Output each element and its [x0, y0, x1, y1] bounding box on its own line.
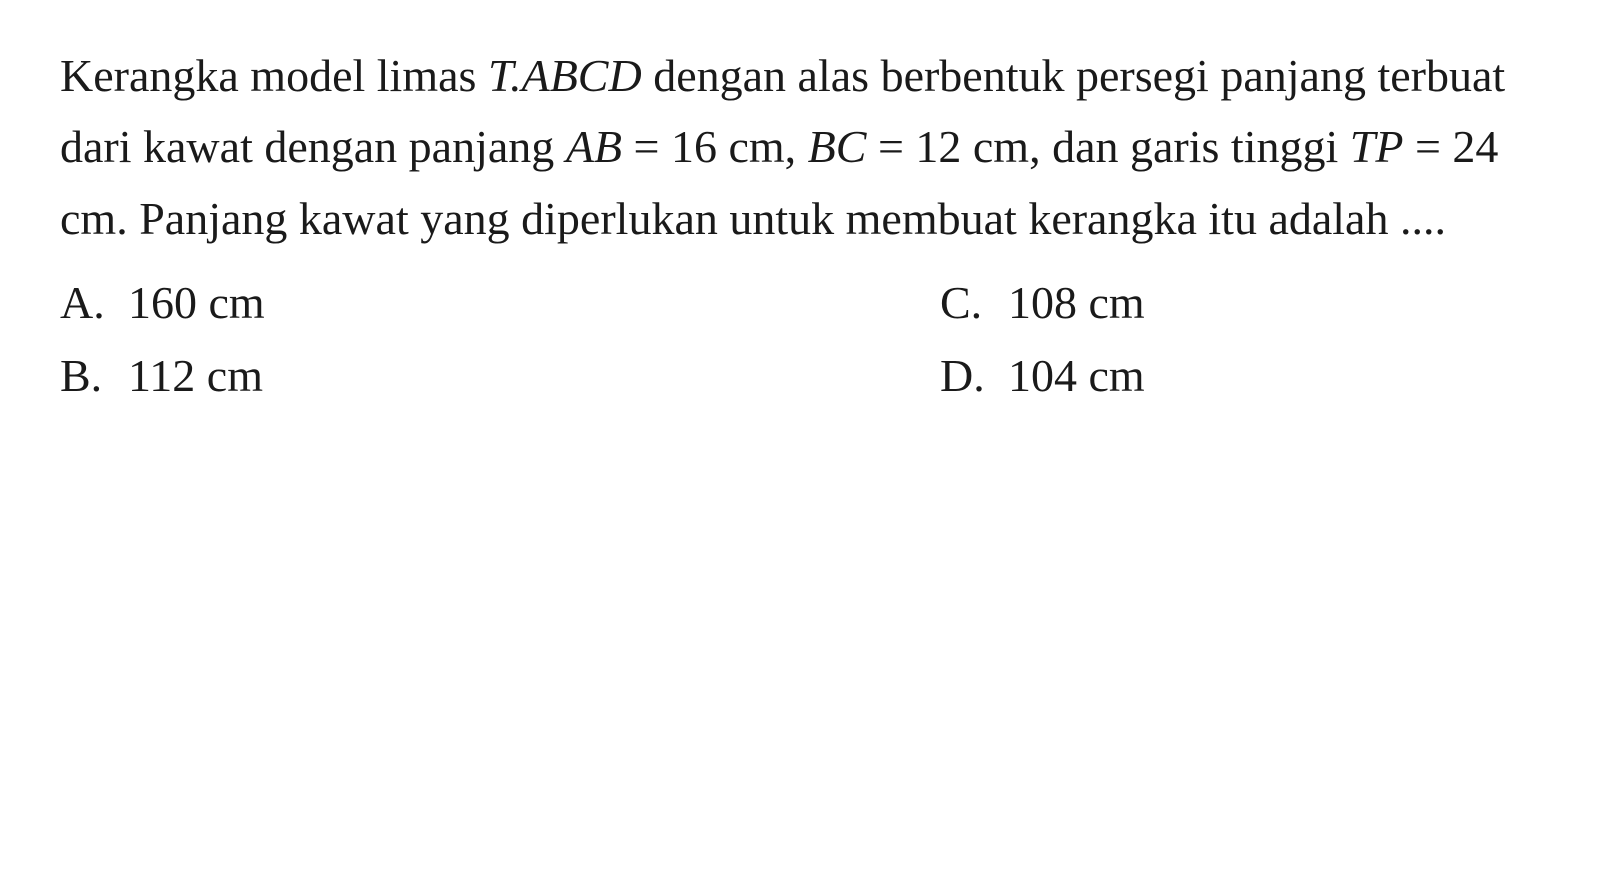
question-math-tabcd: T.ABCD: [488, 50, 642, 101]
question-text: Kerangka model limas T.ABCD dengan alas …: [60, 40, 1540, 254]
option-c-letter: C.: [940, 266, 990, 340]
option-d: D. 104 cm: [940, 339, 1540, 413]
option-b-text: 112 cm: [128, 339, 263, 413]
question-math-ab: AB: [566, 121, 622, 172]
option-c-text: 108 cm: [1008, 266, 1145, 340]
question-math-bc: BC: [808, 121, 867, 172]
option-a: A. 160 cm: [60, 266, 660, 340]
option-d-letter: D.: [940, 339, 990, 413]
option-b-letter: B.: [60, 339, 110, 413]
option-a-letter: A.: [60, 266, 110, 340]
option-c: C. 108 cm: [940, 266, 1540, 340]
question-math-tp: TP: [1350, 121, 1404, 172]
question-part-5: = 16 cm,: [622, 121, 808, 172]
question-part-7: = 12 cm, dan garis tinggi: [866, 121, 1349, 172]
option-d-text: 104 cm: [1008, 339, 1145, 413]
question-container: Kerangka model limas T.ABCD dengan alas …: [60, 40, 1540, 413]
option-a-text: 160 cm: [128, 266, 265, 340]
question-part-1: Kerangka model limas: [60, 50, 488, 101]
options-grid: A. 160 cm C. 108 cm B. 112 cm D. 104 cm: [60, 266, 1540, 413]
option-b: B. 112 cm: [60, 339, 660, 413]
